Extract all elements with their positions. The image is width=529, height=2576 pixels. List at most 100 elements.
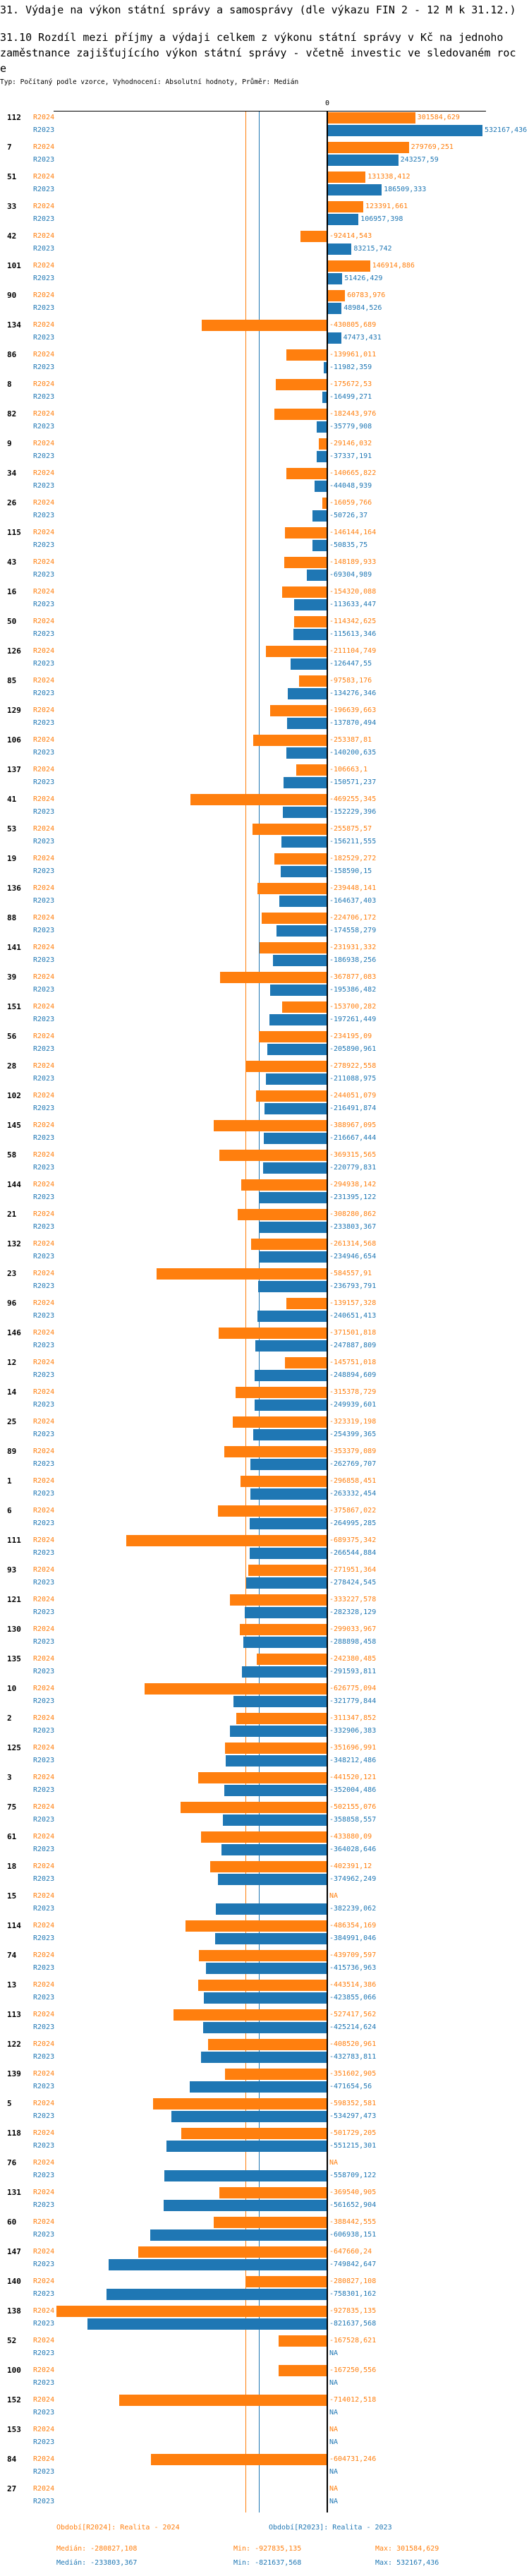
bar-r2024 (256, 1654, 327, 1665)
bar-r2024 (282, 1001, 327, 1013)
series-label-r2023: R2023 (33, 2409, 55, 2416)
bar-r2023 (254, 1400, 327, 1411)
series-label-r2023: R2023 (33, 2438, 55, 2446)
bar-r2024 (284, 1357, 327, 1368)
bar-r2024 (197, 1980, 327, 1991)
series-label-r2024: R2024 (33, 114, 55, 121)
value-label-r2024: -369540,905 (329, 2189, 377, 2196)
value-label-r2023: -264995,285 (329, 1519, 377, 1527)
value-label-r2023: NA (329, 2379, 339, 2387)
bar-r2024 (298, 675, 327, 687)
bar-r2024 (245, 2276, 327, 2287)
bar-r2024 (199, 1950, 327, 1961)
value-label-r2023: 186509,333 (384, 186, 427, 193)
value-label-r2023: -195386,482 (329, 986, 377, 994)
bar-r2024 (200, 1831, 327, 1843)
series-label-r2024: R2024 (33, 2100, 55, 2107)
series-label-r2024: R2024 (33, 351, 55, 359)
category-label: 132 (7, 1239, 21, 1248)
min-r2024: Min: -927835,135 (233, 2545, 302, 2553)
value-label-r2024: -234195,09 (329, 1033, 372, 1040)
bar-r2023 (290, 658, 327, 670)
category-label: 130 (7, 1625, 21, 1634)
bar-r2024 (327, 142, 409, 153)
bar-r2024 (181, 1802, 327, 1813)
category-label: 151 (7, 1002, 21, 1011)
bar-r2024 (157, 1268, 327, 1280)
bar-r2023 (230, 1726, 327, 1737)
value-label-r2024: -299033,967 (329, 1625, 377, 1633)
series-label-r2023: R2023 (33, 186, 55, 193)
value-label-r2024: -527417,562 (329, 2011, 377, 2018)
value-label-r2024: 279769,251 (411, 143, 454, 151)
value-label-r2023: -263332,454 (329, 1490, 377, 1498)
value-label-r2023: -236793,791 (329, 1282, 377, 1290)
bar-r2023 (109, 2259, 327, 2270)
bar-r2024 (209, 1861, 327, 1872)
value-label-r2024: -148189,933 (329, 558, 377, 566)
value-label-r2024: NA (329, 1892, 339, 1900)
value-label-r2023: -231395,122 (329, 1193, 377, 1201)
series-label-r2023: R2023 (33, 2053, 55, 2061)
value-label-r2024: NA (329, 2159, 339, 2167)
bar-r2024 (230, 1594, 327, 1606)
value-label-r2023: -240651,413 (329, 1312, 377, 1320)
category-label: 74 (7, 1951, 17, 1960)
series-label-r2024: R2024 (33, 2218, 55, 2226)
category-label: 153 (7, 2425, 21, 2434)
value-label-r2024: -375867,022 (329, 1507, 377, 1515)
value-label-r2023: -374962,249 (329, 1875, 377, 1883)
value-label-r2024: 146914,886 (372, 262, 415, 270)
series-label-r2023: R2023 (33, 1460, 55, 1468)
value-label-r2023: -216667,444 (329, 1134, 377, 1142)
category-label: 126 (7, 646, 21, 656)
value-label-r2024: -311347,852 (329, 1714, 377, 1722)
category-label: 100 (7, 2366, 21, 2375)
value-label-r2023: NA (329, 2349, 339, 2357)
bar-r2024 (224, 2069, 327, 2080)
value-label-r2023: -561652,904 (329, 2201, 377, 2209)
value-label-r2023: -291593,811 (329, 1668, 377, 1675)
series-label-r2023: R2023 (33, 1964, 55, 1972)
value-label-r2024: -271951,364 (329, 1566, 377, 1574)
category-label: 86 (7, 350, 17, 359)
bar-r2023 (203, 1992, 327, 2004)
value-label-r2023: -282328,129 (329, 1608, 377, 1616)
series-label-r2024: R2024 (33, 2070, 55, 2078)
value-label-r2023: -44048,939 (329, 482, 372, 490)
value-label-r2023: -35779,908 (329, 423, 372, 431)
bar-r2023 (87, 2318, 327, 2330)
bar-r2023 (264, 1103, 327, 1114)
value-label-r2023: -415736,963 (329, 1964, 377, 1972)
bar-r2023 (316, 451, 327, 462)
value-label-r2024: -333227,578 (329, 1596, 377, 1603)
category-label: 52 (7, 2336, 17, 2345)
series-label-r2023: R2023 (33, 660, 55, 668)
category-label: 23 (7, 1269, 17, 1278)
series-label-r2023: R2023 (33, 1401, 55, 1409)
value-label-r2023: -137870,494 (329, 719, 377, 727)
value-label-r2024: -626775,094 (329, 1685, 377, 1692)
series-label-r2023: R2023 (33, 956, 55, 964)
series-label-r2023: R2023 (33, 452, 55, 460)
series-label-r2023: R2023 (33, 423, 55, 431)
bar-r2024 (219, 1328, 327, 1339)
series-label-r2024: R2024 (33, 1744, 55, 1752)
bar-r2024 (144, 1683, 327, 1695)
value-label-r2024: -584557,91 (329, 1270, 372, 1277)
category-label: 147 (7, 2247, 21, 2256)
value-label-r2023: -158590,15 (329, 867, 372, 875)
series-label-r2024: R2024 (33, 1359, 55, 1366)
series-label-r2023: R2023 (33, 1134, 55, 1142)
bar-r2024 (237, 1209, 327, 1220)
series-label-r2024: R2024 (33, 914, 55, 922)
value-label-r2023: -216491,874 (329, 1105, 377, 1112)
series-label-r2024: R2024 (33, 1240, 55, 1248)
series-label-r2023: R2023 (33, 2468, 55, 2476)
category-label: 7 (7, 143, 12, 152)
bar-r2024 (241, 1476, 327, 1487)
series-label-r2024: R2024 (33, 203, 55, 210)
bar-r2024 (236, 1713, 327, 1724)
bar-r2023 (327, 273, 343, 284)
bar-r2024 (286, 1298, 327, 1309)
